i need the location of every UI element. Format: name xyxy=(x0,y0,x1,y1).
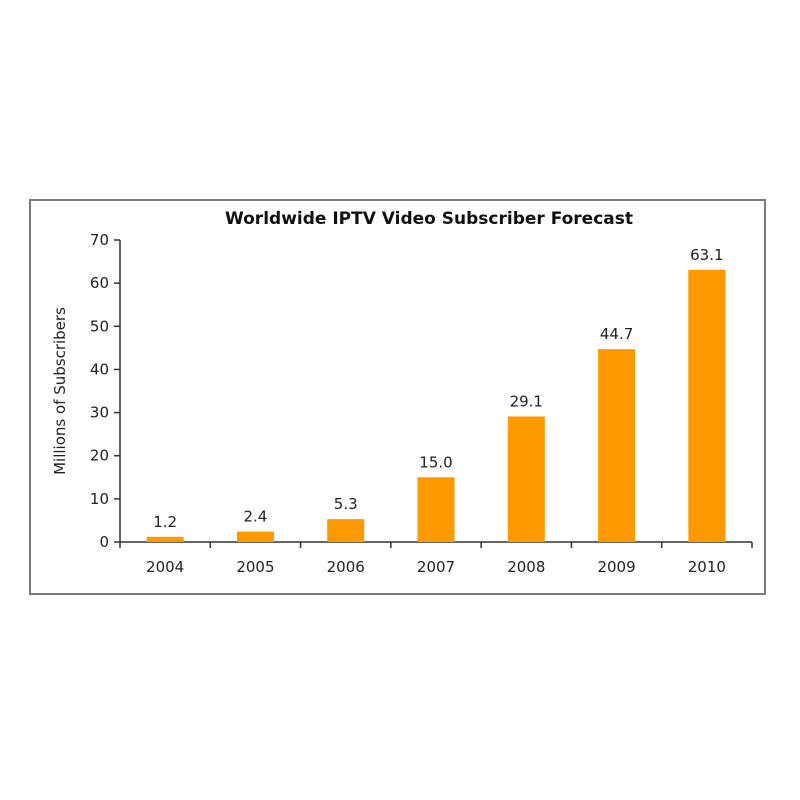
data-label: 44.7 xyxy=(600,325,633,343)
data-label: 5.3 xyxy=(334,495,358,513)
x-tick-label: 2010 xyxy=(688,558,726,576)
data-label: 63.1 xyxy=(690,246,723,264)
chart-frame xyxy=(29,199,766,595)
y-tick-label: 0 xyxy=(99,533,109,551)
y-tick-label: 50 xyxy=(90,317,109,335)
chart-title: Worldwide IPTV Video Subscriber Forecast xyxy=(225,209,633,229)
x-tick-label: 2008 xyxy=(507,558,545,576)
bar xyxy=(236,531,274,542)
x-tick-label: 2009 xyxy=(597,558,635,576)
x-tick-label: 2006 xyxy=(327,558,365,576)
y-tick-label: 10 xyxy=(90,490,109,508)
bar xyxy=(507,416,545,542)
bar xyxy=(146,536,184,542)
y-tick-label: 40 xyxy=(90,360,109,378)
bar xyxy=(417,477,455,542)
x-tick-label: 2005 xyxy=(236,558,274,576)
x-tick-label: 2004 xyxy=(146,558,184,576)
y-tick-label: 70 xyxy=(90,231,109,249)
x-tick-label: 2007 xyxy=(417,558,455,576)
y-tick-label: 20 xyxy=(90,447,109,465)
plot-area: 0 10 20 30 40 50 60 70 1.2 2004 2.4 2005 5.3 2006 15.0… xyxy=(90,231,753,576)
data-label: 15.0 xyxy=(419,453,452,471)
bar xyxy=(598,349,636,542)
y-axis-label: Millions of Subscribers xyxy=(51,307,69,475)
bar xyxy=(688,269,726,542)
y-tick-label: 30 xyxy=(90,404,109,422)
data-label: 2.4 xyxy=(243,508,267,526)
bar xyxy=(327,519,365,542)
data-label: 1.2 xyxy=(153,513,177,531)
data-label: 29.1 xyxy=(510,392,543,410)
y-tick-label: 60 xyxy=(90,274,109,292)
